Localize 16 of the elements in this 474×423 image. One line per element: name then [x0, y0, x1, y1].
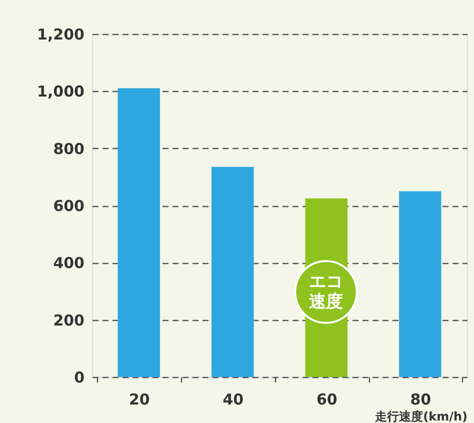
bar [212, 166, 254, 377]
x-tick-label: 20 [128, 390, 150, 408]
annotation: エコ速度 [309, 272, 343, 312]
y-tick-label: 600 [53, 197, 84, 215]
bar [118, 88, 160, 377]
y-tick-label: 200 [53, 311, 84, 330]
y-tick-label: 1,000 [37, 82, 84, 101]
x-tick-label: 60 [316, 390, 338, 408]
x-axis-title: 走行速度(km/h) [374, 410, 468, 423]
y-tick-label: 1,200 [37, 26, 84, 44]
y-tick-label: 0 [74, 368, 84, 386]
y-tick-label: 800 [53, 140, 84, 158]
y-tick-label: 400 [53, 254, 84, 272]
x-tick-label: 40 [222, 390, 244, 408]
x-tick-label: 80 [410, 390, 432, 408]
bar [399, 191, 442, 377]
